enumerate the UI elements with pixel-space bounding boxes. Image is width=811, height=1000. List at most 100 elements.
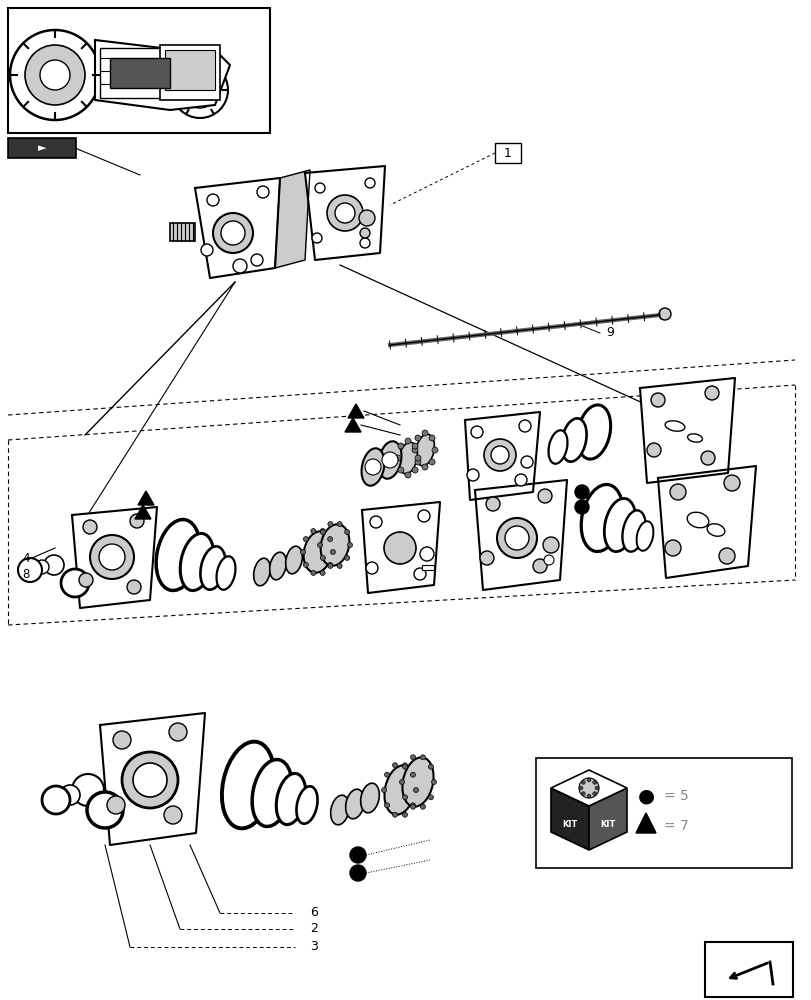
Ellipse shape [686,512,708,528]
Circle shape [594,786,599,790]
Circle shape [25,45,85,105]
Ellipse shape [345,789,364,819]
Circle shape [479,551,493,565]
Ellipse shape [664,421,684,431]
Ellipse shape [285,546,302,574]
Circle shape [413,787,418,792]
Circle shape [402,812,407,817]
Circle shape [83,520,97,534]
Circle shape [521,456,532,468]
Text: = 7: = 7 [663,819,688,833]
Circle shape [414,455,420,461]
Circle shape [328,563,333,568]
Ellipse shape [276,773,306,825]
Circle shape [358,210,375,226]
Ellipse shape [156,520,200,590]
Bar [165,50,215,90]
Polygon shape [275,170,310,268]
Text: 6: 6 [310,906,317,919]
Text: KIT: KIT [562,820,577,829]
Circle shape [491,446,508,464]
Circle shape [201,244,212,256]
Circle shape [723,475,739,491]
Circle shape [420,804,425,809]
Polygon shape [362,502,440,593]
Circle shape [646,443,660,457]
Circle shape [207,194,219,206]
Circle shape [18,558,42,582]
Polygon shape [551,770,626,806]
Ellipse shape [296,786,317,824]
Circle shape [384,803,389,808]
Bar [535,758,791,868]
Circle shape [337,563,341,568]
Circle shape [113,731,131,749]
Circle shape [397,443,403,449]
Text: 2: 2 [310,922,317,935]
Circle shape [164,806,182,824]
Circle shape [300,550,305,554]
Circle shape [42,786,70,814]
Circle shape [320,529,324,534]
Circle shape [384,772,389,777]
Circle shape [335,203,354,223]
Circle shape [399,779,404,784]
Bar [8,138,76,158]
Bar [109,58,169,88]
Text: 3: 3 [310,940,317,953]
Circle shape [384,532,415,564]
Circle shape [402,795,407,800]
Polygon shape [95,40,230,110]
Circle shape [704,386,718,400]
Text: KIT: KIT [599,820,615,829]
Polygon shape [635,813,655,833]
Circle shape [669,484,685,500]
Circle shape [44,555,64,575]
Text: 1: 1 [504,147,511,160]
Circle shape [327,195,363,231]
Circle shape [410,804,415,809]
Circle shape [330,550,335,554]
Circle shape [394,455,401,461]
Circle shape [130,514,144,528]
Ellipse shape [217,556,235,590]
Polygon shape [138,491,154,505]
Polygon shape [72,507,157,608]
Circle shape [574,485,588,499]
Polygon shape [588,788,626,850]
Circle shape [592,780,596,784]
Circle shape [315,183,324,193]
Bar [8,8,270,133]
Ellipse shape [548,430,567,464]
Circle shape [320,570,324,575]
Ellipse shape [180,533,213,591]
Polygon shape [345,418,361,432]
Text: 9: 9 [605,326,613,340]
Ellipse shape [200,546,225,590]
Circle shape [327,562,333,567]
Circle shape [543,537,558,553]
Bar [495,143,521,163]
Circle shape [99,544,125,570]
Circle shape [486,497,500,511]
Circle shape [422,464,427,470]
Ellipse shape [360,783,379,813]
Circle shape [61,569,89,597]
Circle shape [496,518,536,558]
Circle shape [428,435,435,441]
Ellipse shape [398,442,417,474]
Circle shape [337,522,341,527]
Polygon shape [135,505,151,519]
Circle shape [402,763,407,768]
Circle shape [410,803,415,808]
Ellipse shape [253,558,270,586]
Circle shape [405,438,410,444]
Circle shape [428,459,435,465]
Circle shape [320,530,325,535]
Polygon shape [305,166,384,260]
Ellipse shape [330,795,349,825]
Circle shape [411,467,418,473]
Circle shape [191,81,208,99]
Circle shape [303,537,308,542]
Circle shape [411,443,418,449]
